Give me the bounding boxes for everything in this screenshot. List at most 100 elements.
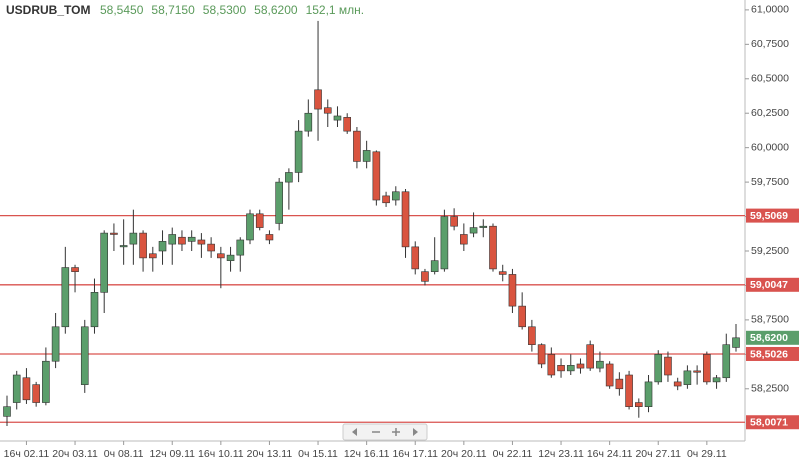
candle-body [537,344,546,365]
scroll-left[interactable] [352,428,357,436]
candle-body [528,326,536,345]
nav-buttons[interactable] [342,423,428,441]
candle-body [333,115,342,121]
x-tick-label: 0ч 22.11 [493,448,533,460]
candle-body [187,236,196,242]
x-tick-label: 0ч 15.11 [298,448,338,460]
candle-body [547,354,556,376]
candle-body [411,246,420,270]
y-tick-label: 60,5000 [751,73,789,85]
candle-body [703,354,711,383]
candle-body [557,365,565,372]
header-value: 58,7150 [151,3,195,17]
candle-body [129,232,138,245]
x-tick-label: 0ч 29.11 [687,448,727,460]
candle-body [226,254,235,261]
level-label: 58,5026 [750,348,788,360]
candle-body [596,360,604,369]
scroll-right[interactable] [413,428,418,436]
candle-body [12,374,21,403]
level-label: 58,0071 [750,417,788,429]
header-value: 58,5300 [203,3,247,17]
y-tick-label: 60,7500 [751,38,789,50]
candle-body [479,225,488,228]
candle-body [217,253,225,259]
candle-body [207,243,215,252]
x-tick-label: 20ч 13.11 [247,448,293,460]
candle-body [460,234,468,245]
candle-body [90,292,99,328]
candle-body [22,377,31,401]
candle-body [236,239,245,256]
header-value: 58,6200 [254,3,298,17]
candle-body [732,337,740,348]
candle-body [508,274,517,307]
y-tick-label: 59,2500 [751,245,789,257]
candle-body [712,377,721,383]
candle-body [178,236,186,245]
candle-body [275,181,283,224]
nav-bar [342,423,428,441]
candle-body [683,370,692,385]
candle-body [625,374,633,407]
level-label-box [746,208,799,223]
candle-body [605,363,614,387]
candle-body [61,267,70,328]
candle-body [294,130,303,173]
candle-body [42,360,50,403]
level-label-box [746,415,799,430]
current-price-box [746,330,799,345]
chart-title: USDRUB_TOM [6,3,90,17]
x-tick-label: 16ч 17.11 [392,448,438,460]
level-label: 59,5069 [750,210,788,222]
candle-body [421,271,429,282]
candle-body [71,267,79,272]
candle-body [158,241,167,252]
x-tick-label: 16ч 02.11 [4,448,50,460]
x-tick-label: 16ч 24.11 [587,448,633,460]
y-tick-label: 60,0000 [751,141,789,153]
level-label-box [746,346,799,361]
candle-body [391,191,400,201]
y-tick-label: 58,2500 [751,383,789,395]
candle-body [168,234,177,245]
current-price-label: 58,6200 [750,332,788,344]
candle-body [343,117,352,132]
candle-body [246,213,254,241]
x-tick-label: 20ч 03.11 [52,448,98,460]
candle-body [139,232,147,259]
candle-body [615,378,624,390]
candle-body [450,216,458,227]
candle-body [489,225,497,270]
candle-body [401,191,410,248]
candle-body [576,363,585,369]
candle-body [314,89,322,110]
candle-body [323,107,332,114]
candle-body [119,245,128,248]
candle-body [673,381,682,387]
y-tick-label: 59,7500 [751,176,789,188]
candle-body [518,305,526,328]
x-tick-label: 12ч 09.11 [149,448,195,460]
candle-body [566,365,575,372]
candle-body [110,232,118,235]
candle-body [197,239,206,245]
zoom-in[interactable] [392,428,400,436]
x-tick-label: 0ч 08.11 [104,448,144,460]
candle-body [372,151,381,201]
candle-body [80,326,89,385]
level-label: 59,0047 [750,279,788,291]
candle-body [664,356,672,376]
candle-body [693,370,701,373]
candle-body [586,344,595,369]
candle-body [304,112,313,132]
candle-body [265,234,274,241]
x-tick-label: 12ч 23.11 [538,448,584,460]
candle-body [3,406,11,417]
candle-body [430,260,439,272]
candle-body [100,232,108,293]
candle-body [362,150,371,162]
header-value: 58,5450 [100,3,144,17]
candle-body [382,195,390,204]
